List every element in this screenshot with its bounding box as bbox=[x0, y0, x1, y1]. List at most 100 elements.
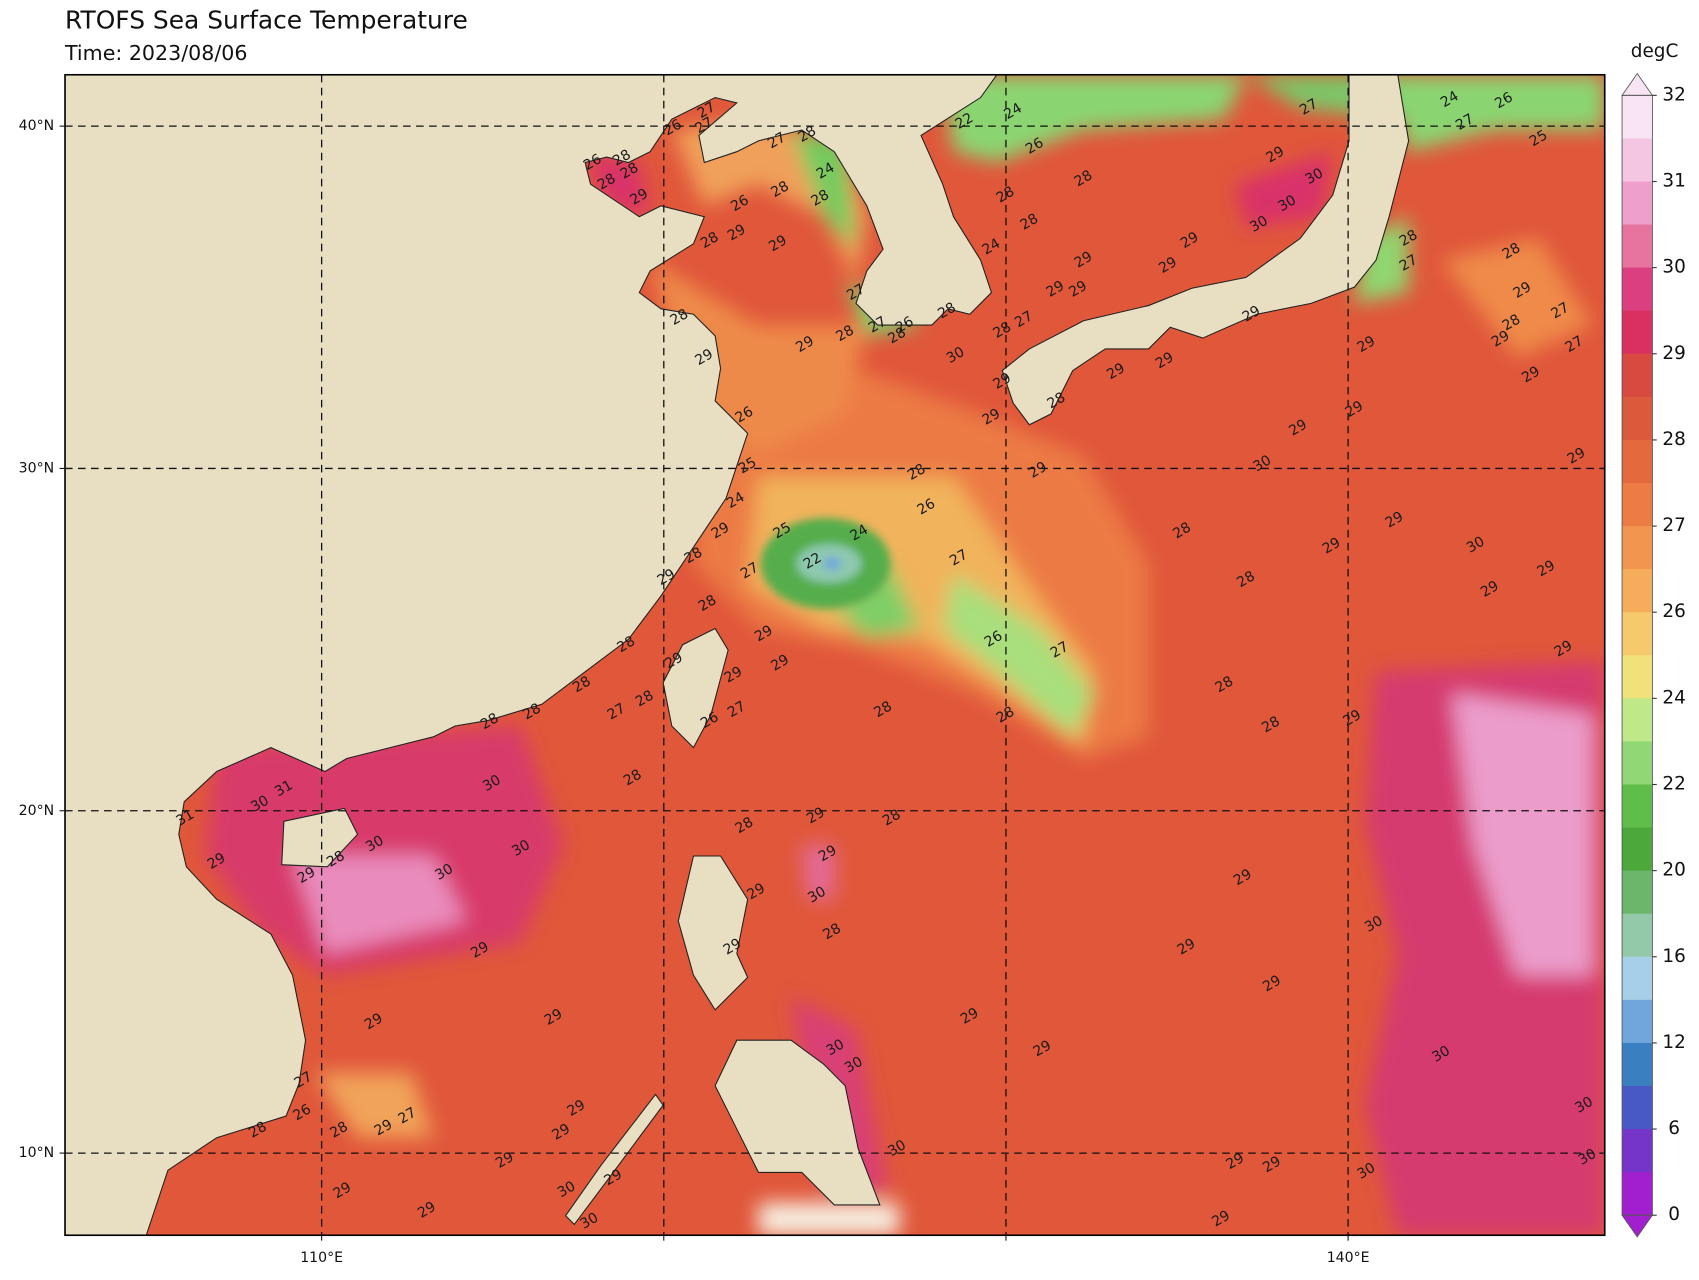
contour-label: 29 bbox=[1341, 707, 1365, 730]
map-frame bbox=[64, 73, 1606, 1237]
contour-label: 27 bbox=[725, 698, 749, 721]
contour-label: 28 bbox=[698, 229, 722, 252]
contour-label: 30 bbox=[432, 861, 456, 884]
contour-label: 22 bbox=[953, 110, 977, 133]
contour-label: 27 bbox=[738, 560, 762, 583]
contour-label: 29 bbox=[1260, 972, 1284, 995]
contour-label: 29 bbox=[662, 650, 686, 673]
subtitle: Time: 2023/08/06 bbox=[64, 41, 247, 65]
contour-label: 25 bbox=[771, 520, 795, 543]
contour-label: 29 bbox=[722, 664, 746, 687]
colorbar-segment bbox=[1622, 267, 1653, 312]
contour-label: 29 bbox=[721, 936, 745, 959]
y-tick-label: 30°N bbox=[19, 460, 54, 476]
contour-label: 30 bbox=[1362, 913, 1386, 936]
grid bbox=[65, 74, 1605, 1236]
y-tick-label: 20°N bbox=[19, 803, 54, 819]
contour-label: 29 bbox=[1044, 278, 1068, 301]
contour-label: 29 bbox=[542, 1006, 566, 1029]
colorbar-tick-label: 12 bbox=[1662, 1032, 1685, 1053]
contour-label: 28 bbox=[795, 123, 819, 146]
contour-label: 28 bbox=[994, 184, 1018, 207]
contour-label: 27 bbox=[693, 114, 717, 137]
colorbar-tick-label: 29 bbox=[1662, 343, 1685, 364]
contour-label: 29 bbox=[804, 805, 828, 828]
y-tick-label: 40°N bbox=[19, 118, 54, 134]
contour-label: 29 bbox=[1552, 638, 1576, 661]
colorbar-tick-label: 16 bbox=[1662, 946, 1685, 967]
contour-label: 30 bbox=[1275, 192, 1299, 215]
contour-label: 30 bbox=[1576, 1146, 1600, 1169]
y-tick-label: 10°N bbox=[19, 1145, 54, 1161]
contour-label: 29 bbox=[768, 652, 792, 675]
contour-label: 28 bbox=[478, 710, 502, 733]
contour-label: 30 bbox=[1251, 452, 1275, 475]
contour-label: 28 bbox=[595, 171, 619, 194]
colorbar-segment bbox=[1622, 95, 1653, 139]
contour-label: 29 bbox=[725, 222, 749, 245]
contour-label: 28 bbox=[1234, 568, 1258, 591]
contour-label: 30 bbox=[805, 884, 829, 907]
colorbar-tick-label: 30 bbox=[1662, 257, 1685, 278]
contour-label: 28 bbox=[1213, 673, 1237, 696]
contour-label: 28 bbox=[833, 322, 857, 345]
contour-label: 28 bbox=[871, 698, 895, 721]
contour-label: 29 bbox=[958, 1005, 982, 1028]
colorbar-frame bbox=[1621, 94, 1653, 1216]
contour-label: 28 bbox=[994, 704, 1018, 727]
sst-eddy bbox=[760, 517, 891, 609]
contour-label: 30 bbox=[248, 793, 272, 816]
contour-label: 29 bbox=[1383, 509, 1407, 532]
contour-label: 29 bbox=[1511, 279, 1535, 302]
contour-label: 29 bbox=[1286, 417, 1310, 440]
contour-label: 31 bbox=[272, 777, 296, 800]
contour-label: 27 bbox=[1297, 96, 1321, 119]
contour-label: 30 bbox=[509, 837, 533, 860]
contour-label: 29 bbox=[766, 232, 790, 255]
colorbar-segment bbox=[1622, 353, 1653, 398]
colorbar-cap bbox=[1621, 1214, 1654, 1238]
contour-label: 28 bbox=[1500, 311, 1524, 334]
colorbar-tick-label: 22 bbox=[1662, 773, 1685, 794]
colorbar-segment bbox=[1622, 999, 1653, 1044]
contour-label: 25 bbox=[736, 455, 760, 478]
contour-label: 29 bbox=[1565, 445, 1589, 468]
contour-label: 30 bbox=[555, 1178, 579, 1201]
contour-label: 28 bbox=[696, 592, 720, 615]
contour-label: 27 bbox=[1549, 300, 1573, 323]
x-tick-label: 140°E bbox=[1327, 1250, 1370, 1266]
contour-label: 28 bbox=[885, 324, 909, 347]
colorbar-segment bbox=[1622, 698, 1653, 742]
contour-label: 30 bbox=[1355, 1160, 1379, 1183]
colorbar-segment bbox=[1622, 784, 1653, 829]
colorbar-segment bbox=[1622, 310, 1653, 355]
contour-label: 29 bbox=[991, 370, 1015, 393]
colorbar-segment bbox=[1622, 827, 1653, 872]
contour-label: 28 bbox=[682, 544, 706, 567]
contour-label: 29 bbox=[205, 850, 229, 873]
colorbar-segment bbox=[1622, 526, 1653, 570]
contour-label: 28 bbox=[935, 300, 959, 323]
colorbar-tick-label: 28 bbox=[1662, 429, 1685, 450]
contour-label: 28 bbox=[618, 160, 642, 183]
colorbar-tick-label: 32 bbox=[1662, 84, 1685, 105]
contour-label: 29 bbox=[1231, 866, 1255, 889]
contour-label: 27 bbox=[1453, 111, 1477, 134]
contour-label: 26 bbox=[982, 628, 1006, 651]
contour-label: 28 bbox=[1170, 520, 1194, 543]
land bbox=[65, 74, 1410, 1236]
contour-label: 28 bbox=[808, 187, 832, 210]
contour-label: 29 bbox=[372, 1117, 396, 1140]
contour-label: 30 bbox=[480, 772, 504, 795]
contour-label: 30 bbox=[578, 1210, 602, 1233]
contour-label: 28 bbox=[991, 319, 1015, 342]
contour-label: 26 bbox=[1492, 89, 1516, 112]
contour-label: 29 bbox=[1104, 360, 1128, 383]
contour-label: 29 bbox=[655, 566, 679, 589]
contour-label: 28 bbox=[733, 814, 757, 837]
contour-label: 30 bbox=[824, 1036, 848, 1059]
contour-label: 24 bbox=[1001, 100, 1025, 123]
contour-label: 29 bbox=[1343, 398, 1367, 421]
contour-label: 28 bbox=[621, 767, 645, 790]
